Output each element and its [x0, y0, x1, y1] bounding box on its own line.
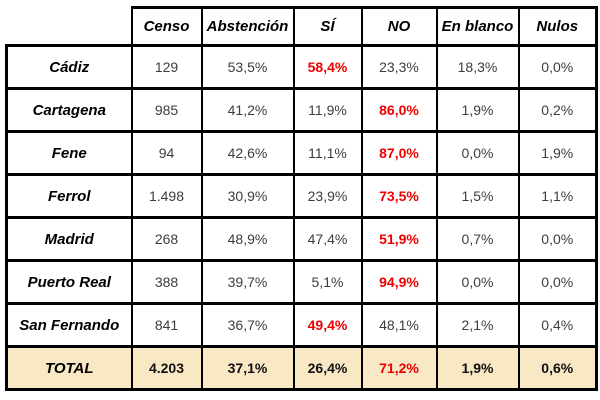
cell-no: 73,5%	[360, 173, 438, 219]
col-header-abstencion: Abstención	[200, 6, 295, 47]
cell-en-blanco: 0,7%	[435, 216, 520, 262]
cell-censo: 841	[130, 302, 203, 348]
cell-en-blanco: 0,0%	[435, 130, 520, 176]
row-label: Cádiz	[5, 44, 133, 90]
cell-no-total: 71,2%	[360, 345, 438, 391]
row-cartagena: Cartagena 985 41,2% 11,9% 86,0% 1,9% 0,2…	[5, 87, 598, 133]
cell-nulos: 0,0%	[517, 259, 598, 305]
row-label: Puerto Real	[5, 259, 133, 305]
cell-no: 23,3%	[360, 44, 438, 90]
cell-abstencion-total: 37,1%	[200, 345, 295, 391]
cell-si: 49,4%	[292, 302, 363, 348]
row-cadiz: Cádiz 129 53,5% 58,4% 23,3% 18,3% 0,0%	[5, 44, 598, 90]
cell-en-blanco: 1,9%	[435, 87, 520, 133]
cell-abstencion: 30,9%	[200, 173, 295, 219]
cell-abstencion: 48,9%	[200, 216, 295, 262]
row-label: San Fernando	[5, 302, 133, 348]
header-row: Censo Abstención SÍ NO En blanco Nulos	[6, 6, 598, 47]
cell-en-blanco: 2,1%	[435, 302, 520, 348]
cell-si-total: 26,4%	[292, 345, 363, 391]
row-ferrol: Ferrol 1.498 30,9% 23,9% 73,5% 1,5% 1,1%	[5, 173, 598, 219]
row-fene: Fene 94 42,6% 11,1% 87,0% 0,0% 1,9%	[5, 130, 598, 176]
cell-nulos: 1,9%	[517, 130, 598, 176]
cell-censo: 388	[130, 259, 203, 305]
corner-cell	[6, 7, 132, 46]
col-header-si: SÍ	[292, 6, 363, 47]
cell-no: 86,0%	[360, 87, 438, 133]
cell-abstencion: 42,6%	[200, 130, 295, 176]
cell-abstencion: 39,7%	[200, 259, 295, 305]
cell-abstencion: 41,2%	[200, 87, 295, 133]
cell-si: 11,9%	[292, 87, 363, 133]
cell-abstencion: 36,7%	[200, 302, 295, 348]
cell-si: 23,9%	[292, 173, 363, 219]
row-total: TOTAL 4.203 37,1% 26,4% 71,2% 1,9% 0,6%	[5, 345, 598, 391]
row-label: Cartagena	[5, 87, 133, 133]
cell-en-blanco: 18,3%	[435, 44, 520, 90]
cell-no: 51,9%	[360, 216, 438, 262]
cell-no: 87,0%	[360, 130, 438, 176]
cell-nulos-total: 0,6%	[517, 345, 598, 391]
row-puerto-real: Puerto Real 388 39,7% 5,1% 94,9% 0,0% 0,…	[5, 259, 598, 305]
cell-censo-total: 4.203	[130, 345, 203, 391]
cell-en-blanco: 0,0%	[435, 259, 520, 305]
cell-en-blanco: 1,5%	[435, 173, 520, 219]
cell-censo: 268	[130, 216, 203, 262]
total-label: TOTAL	[5, 345, 133, 391]
row-label: Madrid	[5, 216, 133, 262]
cell-censo: 985	[130, 87, 203, 133]
cell-censo: 94	[130, 130, 203, 176]
cell-nulos: 0,4%	[517, 302, 598, 348]
row-label: Fene	[5, 130, 133, 176]
results-table: Censo Abstención SÍ NO En blanco Nulos C…	[5, 6, 598, 391]
cell-no: 94,9%	[360, 259, 438, 305]
col-header-en-blanco: En blanco	[435, 6, 520, 47]
row-label: Ferrol	[5, 173, 133, 219]
row-san-fernando: San Fernando 841 36,7% 49,4% 48,1% 2,1% …	[5, 302, 598, 348]
row-madrid: Madrid 268 48,9% 47,4% 51,9% 0,7% 0,0%	[5, 216, 598, 262]
col-header-censo: Censo	[130, 6, 203, 47]
cell-si: 11,1%	[292, 130, 363, 176]
cell-nulos: 0,0%	[517, 44, 598, 90]
cell-no: 48,1%	[360, 302, 438, 348]
cell-abstencion: 53,5%	[200, 44, 295, 90]
col-header-no: NO	[360, 6, 438, 47]
cell-si: 58,4%	[292, 44, 363, 90]
col-header-nulos: Nulos	[517, 6, 598, 47]
cell-en-blanco-total: 1,9%	[435, 345, 520, 391]
cell-nulos: 1,1%	[517, 173, 598, 219]
cell-si: 5,1%	[292, 259, 363, 305]
cell-nulos: 0,0%	[517, 216, 598, 262]
cell-censo: 129	[130, 44, 203, 90]
cell-nulos: 0,2%	[517, 87, 598, 133]
cell-censo: 1.498	[130, 173, 203, 219]
cell-si: 47,4%	[292, 216, 363, 262]
